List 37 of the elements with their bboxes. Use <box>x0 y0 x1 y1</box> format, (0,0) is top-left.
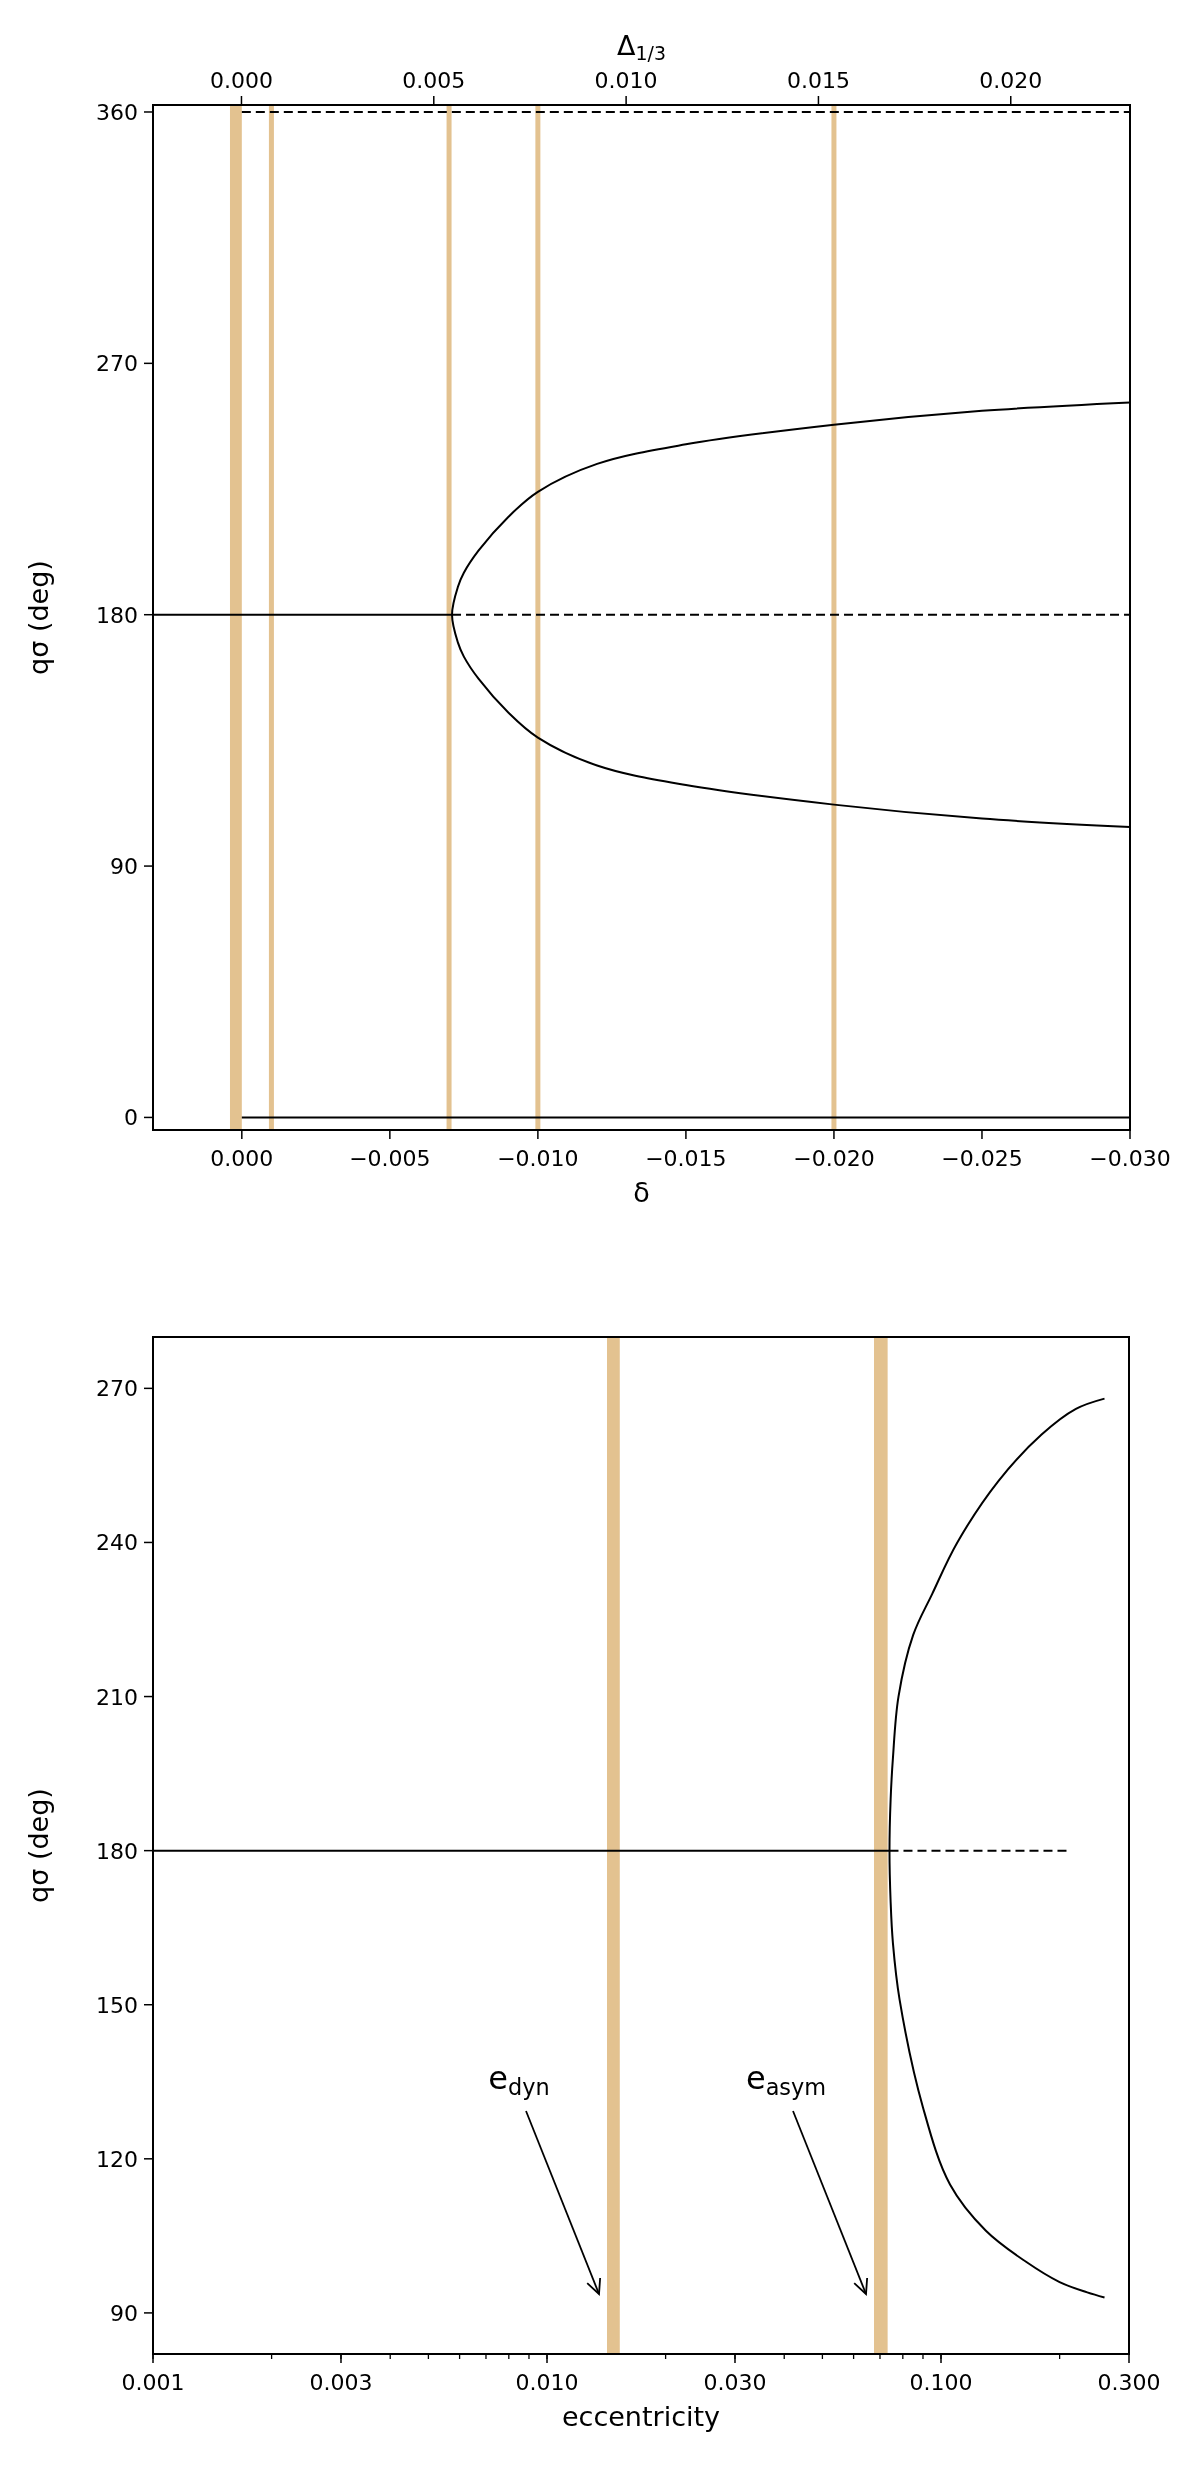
x-tick-label: 0.000 <box>210 1146 274 1171</box>
y-tick-label: 0 <box>124 1105 138 1131</box>
x-tick-label: 0.300 <box>1097 2370 1161 2395</box>
y-tick-label: 270 <box>96 1376 138 1402</box>
x2-tick-label: 0.000 <box>209 68 273 93</box>
y-tick-label: 210 <box>96 1684 138 1710</box>
x2-tick-label: 0.015 <box>786 68 850 93</box>
y-tick-label: 150 <box>96 1992 138 2018</box>
x-tick-label: −0.010 <box>497 1146 579 1171</box>
x-tick-label: 0.003 <box>309 2370 373 2395</box>
annotation: e$_{dyn}$ <box>488 2059 550 2100</box>
y-tick-label: 90 <box>110 2300 138 2326</box>
y-tick-label: 90 <box>110 854 138 880</box>
x-axis-title: eccentricity <box>561 2401 721 2432</box>
x2-axis-title: Δ$_{1/3}$ <box>617 30 666 64</box>
y-tick-label: 180 <box>96 602 138 628</box>
x2-tick-label: 0.020 <box>979 68 1043 93</box>
x2-tick-label: 0.005 <box>402 68 466 93</box>
y-tick-label: 240 <box>96 1530 138 1556</box>
x-axis-title: δ <box>633 1177 650 1208</box>
x2-tick-label: 0.010 <box>594 68 658 93</box>
x-tick-label: 0.030 <box>703 2370 767 2395</box>
annotation: e$_{asym}$ <box>745 2059 827 2100</box>
y-axis-title: qσ (deg) <box>23 560 54 675</box>
x-tick-label: −0.025 <box>941 1146 1023 1171</box>
y-tick-label: 180 <box>96 1838 138 1864</box>
x-tick-label: 0.001 <box>121 2370 185 2395</box>
x-tick-label: −0.030 <box>1089 1146 1171 1171</box>
y-tick-label: 360 <box>96 99 138 125</box>
x-tick-label: 0.010 <box>515 2370 579 2395</box>
x-tick-label: −0.005 <box>349 1146 431 1171</box>
y-axis-title: qσ (deg) <box>23 1788 54 1903</box>
x-tick-label: −0.015 <box>645 1146 727 1171</box>
x-tick-label: −0.020 <box>793 1146 875 1171</box>
x-tick-label: 0.100 <box>909 2370 973 2395</box>
y-tick-label: 270 <box>96 351 138 377</box>
y-tick-label: 120 <box>96 2146 138 2172</box>
